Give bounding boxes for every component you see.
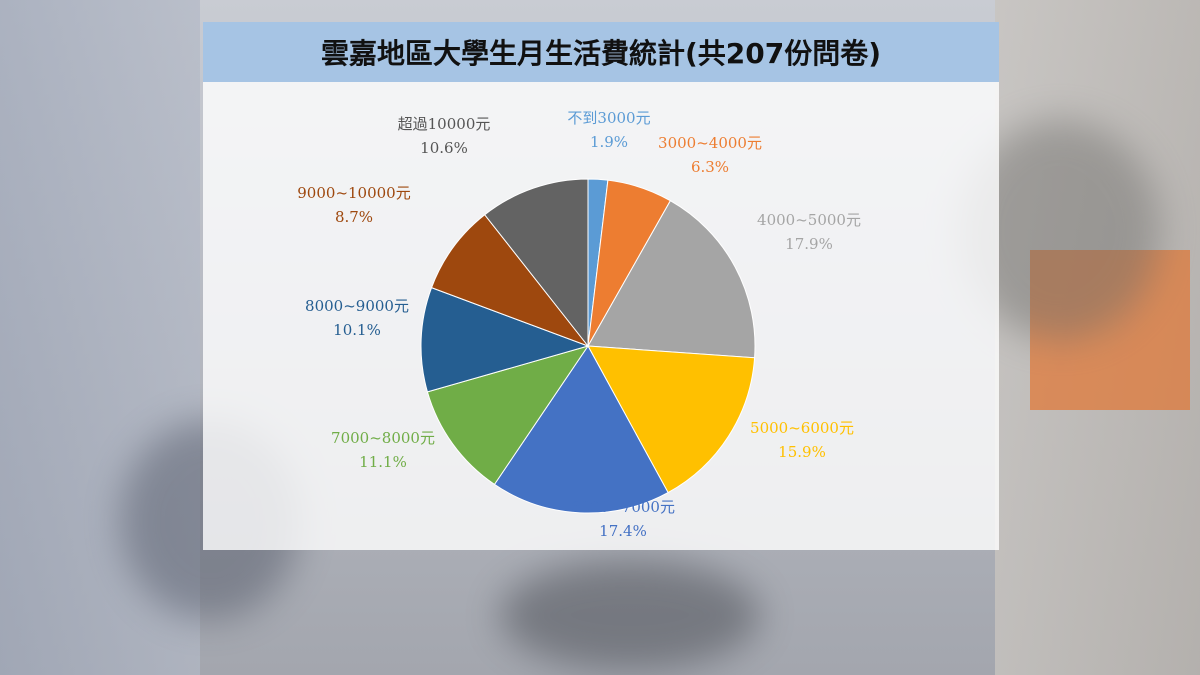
background-left [0, 0, 200, 675]
pie-slice [484, 178, 589, 348]
slice-percent-label: 10.6% [420, 139, 468, 157]
slice-category-label: 8000~9000元 [305, 297, 409, 315]
slice-category-label: 3000~4000元 [658, 134, 762, 152]
slice-category-label: 不到3000元 [567, 109, 650, 127]
slice-percent-label: 1.9% [590, 133, 628, 151]
slice-percent-label: 17.4% [599, 522, 647, 540]
slice-percent-label: 8.7% [335, 208, 373, 226]
pie-slice [493, 345, 669, 514]
slice-percent-label: 15.9% [778, 443, 826, 461]
pie-slice [587, 200, 756, 359]
pie-slice [587, 345, 756, 494]
slice-category-label: 5000~6000元 [750, 419, 854, 437]
slice-category-label: 9000~10000元 [297, 184, 410, 202]
chart-panel: 雲嘉地區大學生月生活費統計(共207份問卷) 不到3000元 1.9% 3000~4… [203, 22, 999, 550]
background-shape [500, 560, 760, 670]
pie-slice [420, 287, 590, 393]
slice-percent-label: 11.1% [359, 453, 407, 471]
slice-category-label: 7000~8000元 [331, 429, 435, 447]
slice-percent-label: 6.3% [691, 158, 729, 176]
chart-title: 雲嘉地區大學生月生活費統計(共207份問卷) [203, 22, 999, 82]
background-orange-box [1030, 250, 1190, 410]
slice-percent-label: 17.9% [785, 235, 833, 253]
slice-category-label: 超過10000元 [398, 115, 491, 133]
slice-category-label: 6000~7000元 [571, 498, 675, 516]
slice-percent-label: 10.1% [333, 321, 381, 339]
pie-slice [430, 214, 590, 348]
pie-chart: 不到3000元 1.9% 3000~4000元 6.3% 4000~5000元 17.9%… [297, 109, 861, 540]
slice-category-label: 4000~5000元 [757, 211, 861, 229]
